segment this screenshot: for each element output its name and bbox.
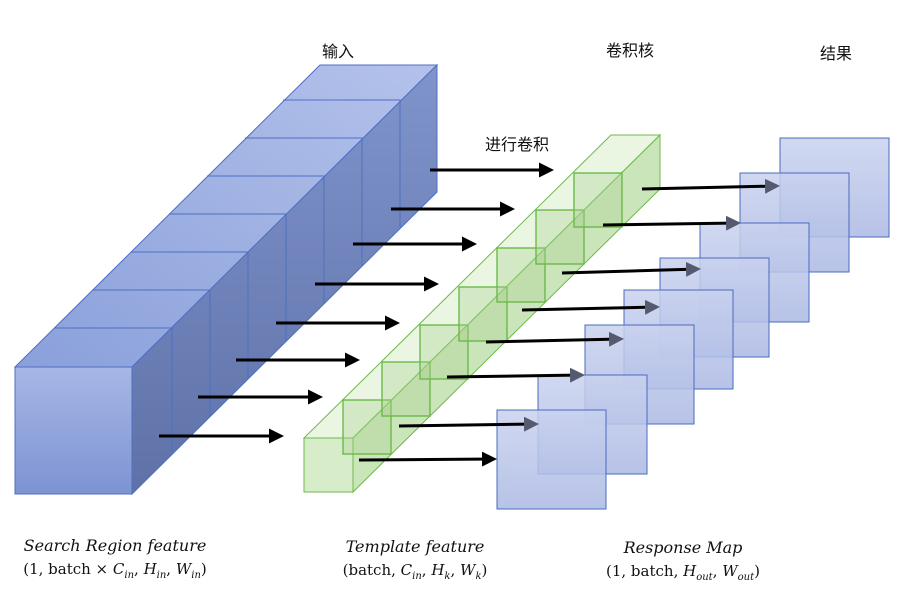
template-feature-block	[302, 133, 662, 494]
label-convolution-action: 进行卷积	[485, 135, 550, 154]
output-arrow	[561, 261, 701, 277]
kernel-cell	[381, 361, 431, 417]
output-arrow	[446, 367, 585, 383]
caption-search-region-title: Search Region feature	[23, 536, 207, 555]
header-result: 结果	[820, 44, 853, 63]
caption-template-title: Template feature	[345, 537, 485, 556]
kernel-cell	[496, 247, 546, 303]
arrows-kernel-to-result	[398, 178, 780, 432]
output-arrow	[485, 331, 624, 347]
output-arrow	[602, 215, 741, 231]
kernel-cell	[458, 286, 508, 342]
input-block-slice-lines	[55, 99, 401, 455]
caption-response-map-title: Response Map	[623, 538, 743, 557]
kernel-cell	[342, 399, 392, 455]
header-kernel: 卷积核	[606, 41, 655, 60]
arrows-input-to-kernel	[159, 162, 554, 467]
kernel-cell	[573, 172, 623, 228]
output-arrow	[398, 416, 539, 432]
kernel-cells	[342, 172, 623, 455]
kernel-cell	[535, 209, 585, 265]
input-feature-block	[13, 63, 439, 496]
caption-response-map: Response Map (1, batch, Hout, Wout)	[588, 538, 778, 583]
output-arrow	[521, 299, 660, 315]
header-input: 输入	[322, 42, 355, 61]
output-arrow	[641, 178, 780, 194]
caption-template: Template feature (batch, Cin, Hk, Wk)	[325, 537, 505, 582]
caption-response-map-shape: (1, batch, Hout, Wout)	[606, 562, 760, 583]
caption-template-shape: (batch, Cin, Hk, Wk)	[342, 561, 488, 582]
response-map-square	[496, 409, 607, 510]
caption-search-region-shape: (1, batch × Cin, Hin, Win)	[23, 560, 207, 581]
kernel-cell	[419, 324, 469, 380]
convolution-arrow	[358, 451, 497, 467]
caption-search-region: Search Region feature (1, batch × Cin, H…	[10, 536, 220, 581]
input-block-front-face	[14, 366, 133, 495]
response-map-stack	[496, 137, 890, 510]
kernel-block-front-face	[303, 437, 354, 493]
